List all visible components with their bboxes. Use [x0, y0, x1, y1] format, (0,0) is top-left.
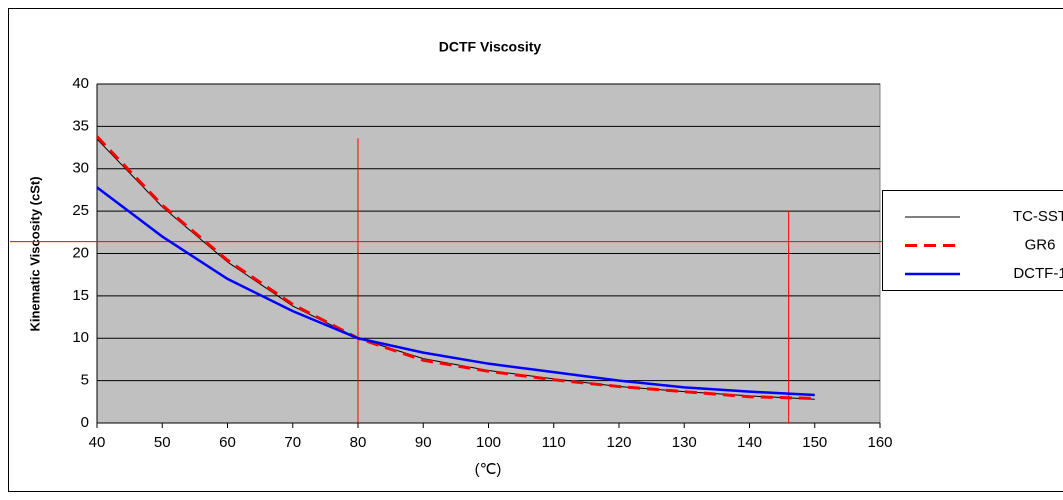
- x-tick-label: 60: [219, 434, 236, 451]
- legend-label: TC-SST: [1013, 208, 1063, 225]
- x-tick-label: 80: [350, 434, 367, 451]
- x-tick-label: 110: [542, 434, 566, 451]
- legend-label: DCTF-1: [1013, 265, 1063, 282]
- y-tick-label: 25: [72, 202, 89, 219]
- y-tick-label: 30: [72, 160, 89, 177]
- y-tick-label: 20: [72, 244, 89, 261]
- chart-title: DCTF Viscosity: [439, 39, 542, 55]
- series-line: [95, 135, 815, 400]
- series-line: [96, 186, 815, 397]
- x-tick-label: 130: [672, 434, 697, 451]
- x-axis-label: (℃): [475, 461, 502, 478]
- legend-label: GR6: [1025, 236, 1056, 253]
- y-axis-label: Kinematic Viscosity (cSt): [27, 176, 42, 331]
- x-tick-label: 140: [737, 434, 762, 451]
- x-tick-label: 120: [606, 434, 631, 451]
- x-tick-label: 90: [415, 434, 432, 451]
- x-tick-label: 40: [89, 434, 106, 451]
- y-tick-label: 15: [72, 287, 89, 304]
- x-tick-label: 150: [802, 434, 827, 451]
- y-tick-label: 35: [72, 117, 89, 134]
- x-tick-label: 70: [284, 434, 301, 451]
- y-tick-label: 40: [72, 75, 89, 92]
- y-tick-label: 0: [81, 414, 89, 431]
- y-tick-label: 5: [81, 372, 89, 389]
- x-tick-label: 160: [867, 434, 892, 451]
- y-tick-label: 10: [72, 329, 89, 346]
- x-tick-label: 50: [154, 434, 171, 451]
- x-tick-label: 100: [476, 434, 501, 451]
